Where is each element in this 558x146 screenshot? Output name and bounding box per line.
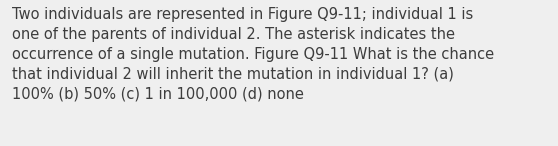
Text: Two individuals are represented in Figure Q9-11; individual 1 is
one of the pare: Two individuals are represented in Figur…	[12, 7, 494, 102]
